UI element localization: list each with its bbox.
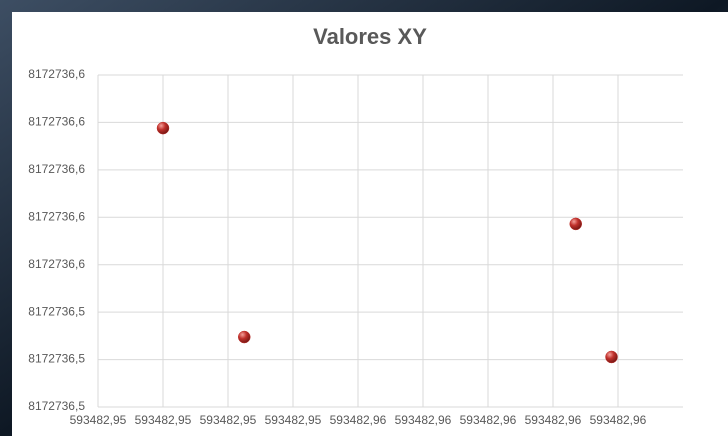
y-tick-label: 8172736,5 [28, 352, 85, 366]
x-tick-label: 593482,96 [590, 413, 647, 427]
y-tick-label: 8172736,5 [28, 304, 85, 318]
point [156, 121, 170, 135]
x-tick-label: 593482,95 [200, 413, 257, 427]
point [605, 350, 618, 364]
chart-area [12, 12, 728, 436]
x-tick-label: 593482,95 [135, 413, 192, 427]
y-tick-label: 8172736,6 [28, 162, 85, 176]
x-tick-label: 593482,96 [395, 413, 452, 427]
y-tick-label: 8172736,6 [28, 115, 85, 129]
x-tick-label: 593482,96 [460, 413, 517, 427]
x-tick-label: 593482,96 [330, 413, 387, 427]
x-tick-label: 593482,95 [265, 413, 322, 427]
y-tick-label: 8172736,6 [28, 257, 85, 271]
y-tick-label: 8172736,5 [28, 399, 85, 413]
point [569, 217, 582, 231]
y-tick-label: 8172736,6 [28, 67, 85, 81]
x-tick-label: 593482,95 [70, 413, 127, 427]
x-tick-label: 593482,96 [525, 413, 582, 427]
chart-title: Valores XY [313, 24, 427, 49]
point [238, 330, 251, 344]
y-tick-label: 8172736,6 [28, 209, 85, 223]
